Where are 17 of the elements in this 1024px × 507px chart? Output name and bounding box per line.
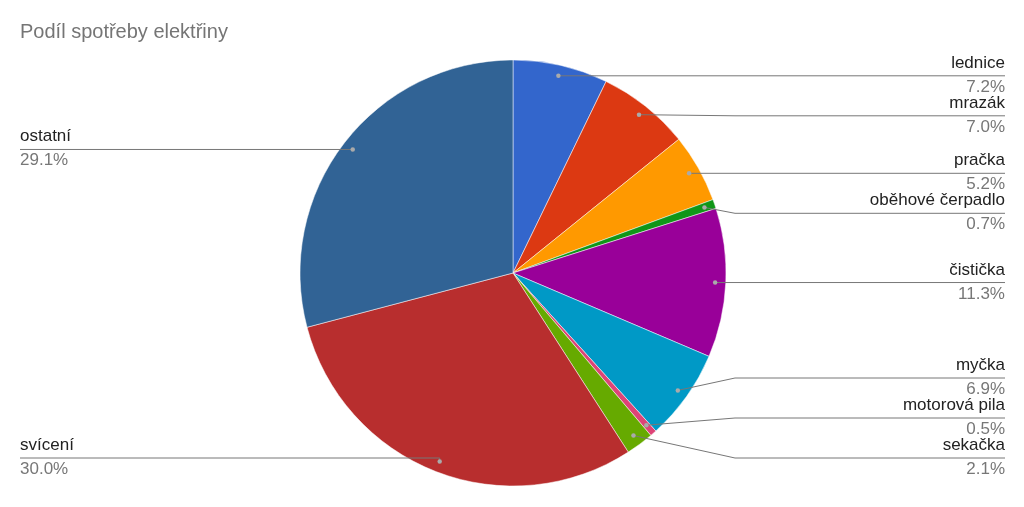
chart-title: Podíl spotřeby elektřiny	[20, 20, 228, 42]
data-label: 7.0%	[966, 116, 1005, 136]
data-label: 6.9%	[966, 379, 1005, 398]
data-label: 30.0%	[20, 459, 69, 478]
slice-label: sekačka	[942, 435, 1006, 454]
slice-label: pračka	[953, 150, 1006, 170]
slice-label: myčka	[955, 355, 1006, 374]
slice-label: motorová pila	[902, 395, 1006, 414]
slice-label: čistička	[949, 259, 1006, 279]
slice-label: ostatní	[20, 126, 72, 146]
data-label: 0.7%	[966, 214, 1005, 234]
data-label: 0.5%	[966, 419, 1005, 438]
slice-label: svícení	[20, 435, 75, 454]
data-label: 11.3%	[958, 283, 1005, 303]
slice-label: lednice	[951, 52, 1005, 72]
data-label: 2.1%	[966, 459, 1005, 478]
data-label: 29.1%	[20, 150, 69, 170]
